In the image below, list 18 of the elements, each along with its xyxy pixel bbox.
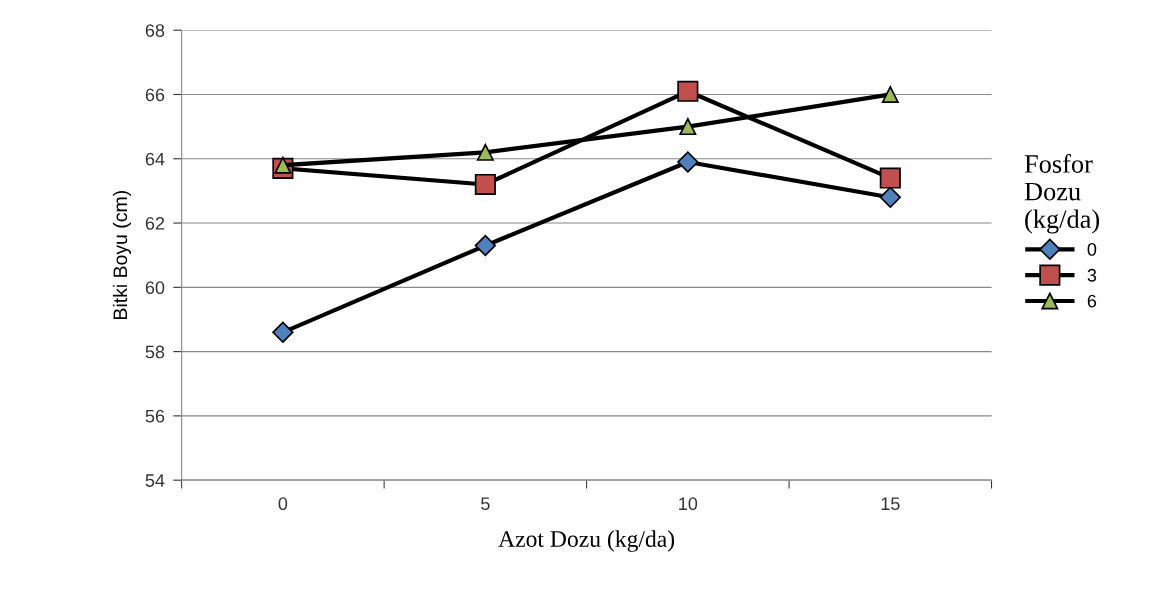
y-tick-label: 56 xyxy=(145,409,165,423)
y-tick-label: 54 xyxy=(145,474,165,487)
legend-label: 6 xyxy=(1087,294,1097,308)
y-tick-label: 66 xyxy=(145,88,165,102)
y-tick-label: 60 xyxy=(145,281,165,295)
legend-label: 0 xyxy=(1087,243,1097,256)
x-axis-title: Azot Dozu (kg/da) xyxy=(498,530,675,552)
x-tick-label: 0 xyxy=(278,497,288,511)
x-tick-label: 15 xyxy=(881,497,900,511)
y-tick-label: 64 xyxy=(145,152,165,166)
legend-title: Fosfor Dozu (kg/da) xyxy=(1024,154,1100,234)
legend-label: 3 xyxy=(1087,268,1097,282)
x-tick-label: 5 xyxy=(481,497,490,511)
y-tick-label: 58 xyxy=(145,345,165,359)
y-tick-label: 68 xyxy=(145,24,165,37)
y-axis-title: Bitki Boyu (cm) xyxy=(112,191,132,319)
y-tick-label: 62 xyxy=(145,216,165,230)
x-tick-label: 10 xyxy=(679,497,698,511)
